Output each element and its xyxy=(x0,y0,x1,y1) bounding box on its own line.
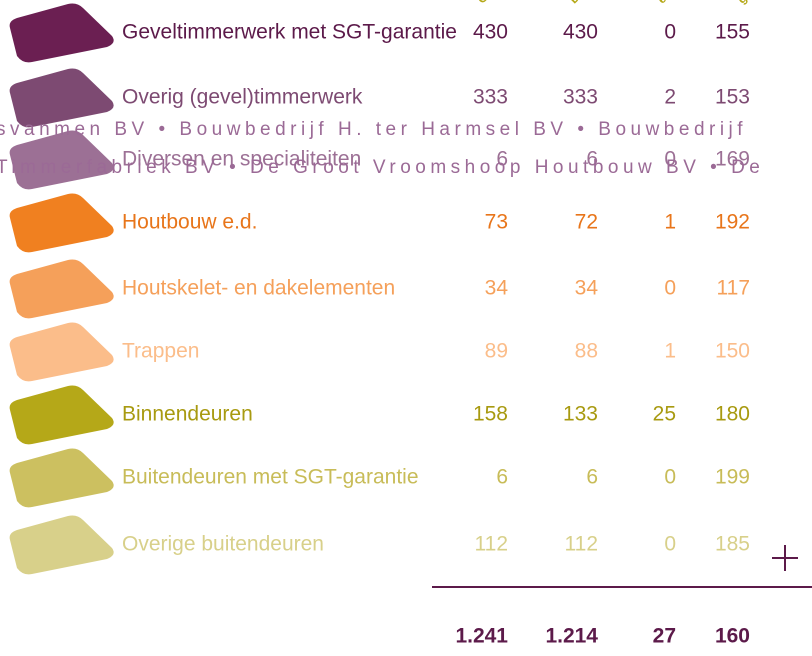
row-value: 333 xyxy=(563,86,598,109)
row-value: 89 xyxy=(485,340,508,363)
row-shape xyxy=(9,68,114,128)
ticker-line: Timmerfabriek BV • De Groot Vroomshoop H… xyxy=(0,157,764,178)
total-value: 1.214 xyxy=(545,625,598,648)
total-value: 1.241 xyxy=(455,625,508,648)
row-value: 155 xyxy=(715,21,750,44)
row-value: 6 xyxy=(496,148,508,171)
row-value: 192 xyxy=(715,211,750,234)
row-value: 0 xyxy=(664,148,676,171)
row-value: 158 xyxy=(473,403,508,426)
rows: Geveltimmerwerk met SGT-garantie 430 430 0 1… xyxy=(9,3,750,575)
row-value: 88 xyxy=(575,340,598,363)
row-shape xyxy=(9,193,114,253)
row-shape xyxy=(9,322,114,382)
row-value: 112 xyxy=(475,533,508,556)
row-value: 1 xyxy=(664,340,676,363)
row-value: 169 xyxy=(715,148,750,171)
column-header: D xyxy=(566,0,582,6)
row-shape xyxy=(9,3,114,63)
row-value: 6 xyxy=(586,466,598,489)
total-value: 27 xyxy=(653,625,676,648)
row-label: Houtskelet- en dakelementen xyxy=(122,277,395,300)
row-shape xyxy=(9,385,114,445)
row-shape xyxy=(9,130,114,190)
row-value: 73 xyxy=(485,211,508,234)
row-label: Diversen en specialiteiten xyxy=(122,148,361,171)
row-value: 2 xyxy=(664,86,676,109)
row-value: 180 xyxy=(715,403,750,426)
row-shape xyxy=(9,259,114,319)
row-value: 1 xyxy=(664,211,676,234)
row-label: Binnendeuren xyxy=(122,403,253,426)
total-value: 160 xyxy=(715,625,750,648)
row-value: 34 xyxy=(485,277,509,300)
row-value: 430 xyxy=(473,21,508,44)
row-value: 185 xyxy=(715,533,750,556)
row-value: 117 xyxy=(717,277,750,300)
column-header: e xyxy=(654,0,669,6)
row-value: 25 xyxy=(653,403,676,426)
row-value: 6 xyxy=(586,148,598,171)
row-label: Trappen xyxy=(122,340,199,363)
column-header: G xyxy=(474,0,491,6)
row-value: 112 xyxy=(565,533,598,556)
row-value: 150 xyxy=(715,340,750,363)
row-label: Overig (gevel)timmerwerk xyxy=(122,86,363,109)
row-label: Houtbouw e.d. xyxy=(122,211,257,234)
row-label: Geveltimmerwerk met SGT-garantie xyxy=(122,21,457,44)
row-value: 72 xyxy=(575,211,598,234)
ticker-line: svanmen BV • Bouwbedrijf H. ter Harmsel … xyxy=(0,119,747,140)
row-value: 430 xyxy=(563,21,598,44)
row-value: 199 xyxy=(715,466,750,489)
row-value: 0 xyxy=(664,21,676,44)
row-shape xyxy=(9,515,114,575)
row-value: 0 xyxy=(664,277,676,300)
row-label: Buitendeuren met SGT-garantie xyxy=(122,466,419,489)
row-value: 34 xyxy=(575,277,599,300)
row-value: 133 xyxy=(563,403,598,426)
row-value: 0 xyxy=(664,466,676,489)
row-value: 333 xyxy=(473,86,508,109)
row-value: 153 xyxy=(715,86,750,109)
row-label: Overige buitendeuren xyxy=(122,533,324,556)
row-value: 6 xyxy=(496,466,508,489)
row-shape xyxy=(9,448,114,508)
row-value: 0 xyxy=(664,533,676,556)
column-header: g xyxy=(734,0,749,6)
